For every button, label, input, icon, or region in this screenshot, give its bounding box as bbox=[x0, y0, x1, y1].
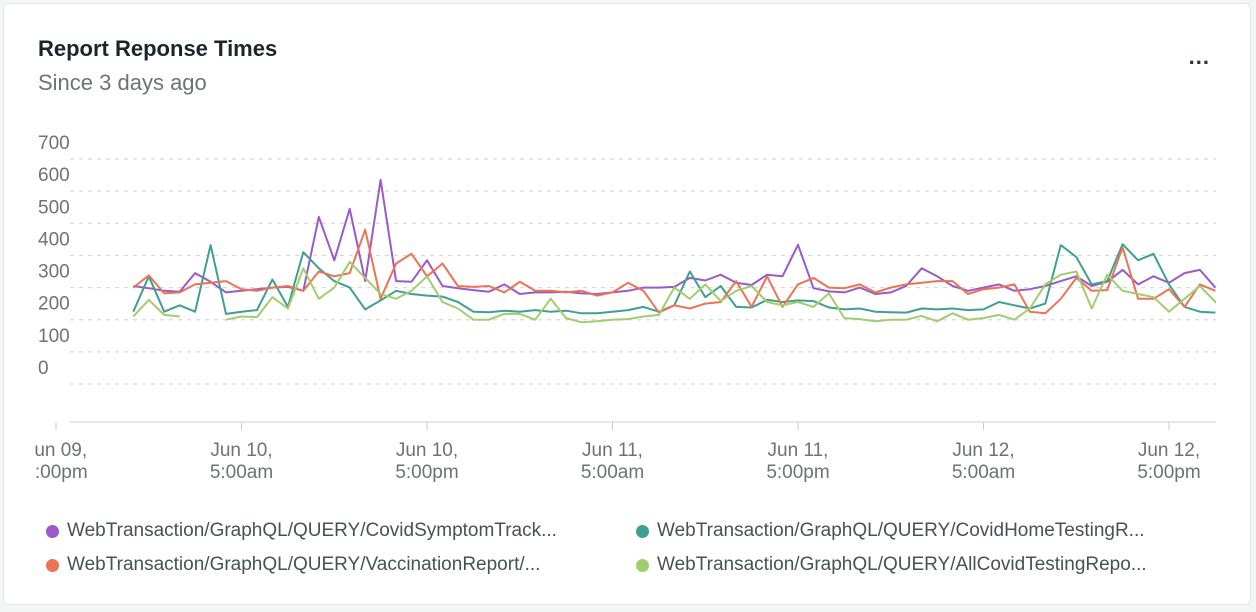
y-tick-label: 200 bbox=[38, 294, 70, 315]
x-tick-label: 5:00am bbox=[952, 462, 1015, 483]
x-tick-label: Jun 10, bbox=[210, 440, 272, 461]
legend-label: WebTransaction/GraphQL/QUERY/Vaccination… bbox=[67, 554, 540, 576]
legend-label: WebTransaction/GraphQL/QUERY/CovidSympto… bbox=[67, 520, 557, 542]
x-tick-label: 5:00pm bbox=[1137, 462, 1200, 483]
x-tick-label: 5:00pm bbox=[24, 462, 87, 483]
x-tick-label: Jun 12, bbox=[952, 440, 1014, 461]
x-tick-label: Jun 09, bbox=[25, 440, 87, 461]
x-tick-label: Jun 11, bbox=[768, 440, 829, 461]
x-tick-label: 5:00pm bbox=[395, 462, 458, 483]
legend-item-symptom-tracker[interactable]: WebTransaction/GraphQL/QUERY/CovidSympto… bbox=[46, 520, 557, 542]
y-tick-label: 500 bbox=[38, 197, 70, 218]
series-lines bbox=[133, 180, 1231, 322]
legend-item-home-testing[interactable]: WebTransaction/GraphQL/QUERY/CovidHomeTe… bbox=[636, 520, 1145, 542]
x-tick-label: 5:00am bbox=[581, 462, 644, 483]
chart-card: Report Reponse Times Since 3 days ago ..… bbox=[4, 4, 1250, 604]
x-tick-label: Jun 10, bbox=[396, 440, 458, 461]
x-tick-label: 5:00pm bbox=[766, 462, 829, 483]
y-tick-label: 600 bbox=[38, 165, 70, 186]
y-axis: 700 600 500 400 300 200 100 0 bbox=[38, 133, 70, 379]
x-tick-label: 5:00am bbox=[210, 462, 273, 483]
y-tick-label: 0 bbox=[38, 358, 49, 379]
legend-label: WebTransaction/GraphQL/QUERY/CovidHomeTe… bbox=[657, 520, 1145, 542]
legend-item-vaccination-report[interactable]: WebTransaction/GraphQL/QUERY/Vaccination… bbox=[46, 554, 540, 576]
legend-swatch bbox=[46, 525, 59, 538]
x-tick-label: Jun 12, bbox=[1138, 440, 1200, 461]
legend-swatch bbox=[46, 559, 59, 572]
legend-swatch bbox=[636, 525, 649, 538]
x-tick-label: Jun 11, bbox=[582, 440, 643, 461]
legend-swatch bbox=[636, 559, 649, 572]
y-tick-label: 300 bbox=[38, 262, 70, 283]
y-tick-label: 700 bbox=[38, 133, 70, 154]
y-tick-label: 400 bbox=[38, 229, 70, 250]
y-tick-label: 100 bbox=[38, 326, 70, 347]
legend-label: WebTransaction/GraphQL/QUERY/AllCovidTes… bbox=[657, 554, 1147, 576]
legend-item-all-testing-reports[interactable]: WebTransaction/GraphQL/QUERY/AllCovidTes… bbox=[636, 554, 1147, 576]
